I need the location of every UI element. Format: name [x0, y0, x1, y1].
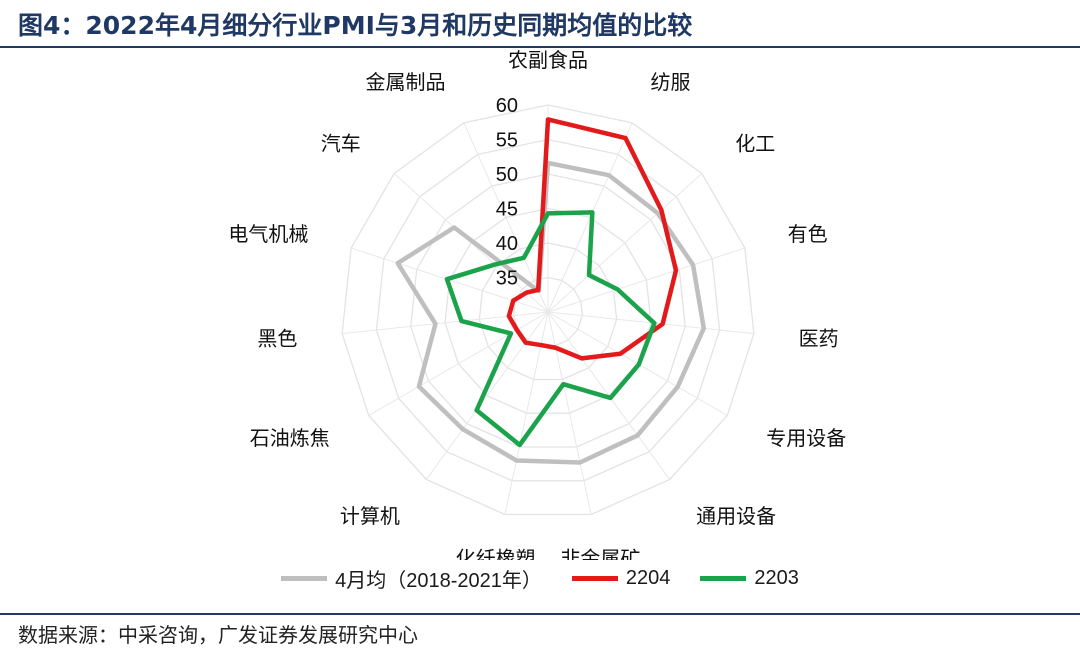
category-label: 通用设备 — [696, 504, 776, 528]
grid-spoke — [342, 311, 549, 335]
legend-swatch — [700, 575, 747, 581]
tick-label: 45 — [496, 199, 518, 221]
series-line — [506, 117, 679, 361]
series-2203 — [444, 210, 657, 448]
category-label: 医药 — [799, 326, 839, 350]
category-label: 化工 — [735, 131, 775, 155]
category-label: 黑色 — [257, 326, 297, 350]
tick-label: 50 — [496, 164, 518, 186]
category-label: 纺服 — [650, 70, 690, 94]
tick-label: 40 — [496, 233, 518, 255]
category-label: 石油炼焦 — [250, 426, 330, 450]
grid-spoke — [547, 247, 746, 313]
grid-spoke — [463, 122, 549, 313]
legend-item: 2204 — [571, 566, 671, 590]
chart-title: 图4：2022年4月细分行业PMI与3月和历史同期均值的比较 — [18, 11, 693, 40]
grid-ring — [478, 242, 618, 381]
legend-item: 4月均（2018-2021年） — [281, 564, 542, 593]
tick-label: 35 — [496, 268, 518, 290]
category-label: 非金属矿 — [560, 546, 640, 560]
legend-swatch — [281, 575, 328, 581]
legend-item: 2203 — [700, 567, 799, 590]
category-label: 汽车 — [321, 131, 361, 155]
series-2204 — [506, 117, 679, 361]
legend-label: 4月均（2018-2021年） — [335, 569, 542, 592]
category-label: 化纤橡塑 — [456, 546, 536, 560]
tick-label: 55 — [496, 130, 518, 152]
grid-spoke — [425, 311, 549, 480]
category-label: 金属制品 — [366, 70, 446, 94]
chart-legend: 4月均（2018-2021年） 2204 2203 — [0, 560, 1080, 596]
grid-spoke — [547, 173, 703, 313]
legend-label: 2203 — [754, 566, 799, 589]
series-line — [395, 160, 707, 465]
category-label: 专用设备 — [766, 426, 846, 450]
category-label: 有色 — [788, 222, 828, 246]
source-divider — [0, 613, 1080, 615]
grid-ring — [341, 104, 755, 516]
grid-ring — [444, 207, 652, 414]
tick-label: 60 — [496, 95, 518, 117]
grid-ring — [375, 138, 721, 482]
series-line — [444, 210, 657, 448]
legend-label: 2204 — [625, 566, 671, 589]
category-label: 计算机 — [340, 504, 400, 528]
title-divider — [0, 46, 1080, 48]
category-label: 农副食品 — [508, 48, 588, 72]
legend-swatch — [571, 575, 618, 581]
category-label: 电气机械 — [228, 222, 308, 246]
source-note: 数据来源：中采咨询，广发证券发展研究中心 — [18, 623, 418, 647]
